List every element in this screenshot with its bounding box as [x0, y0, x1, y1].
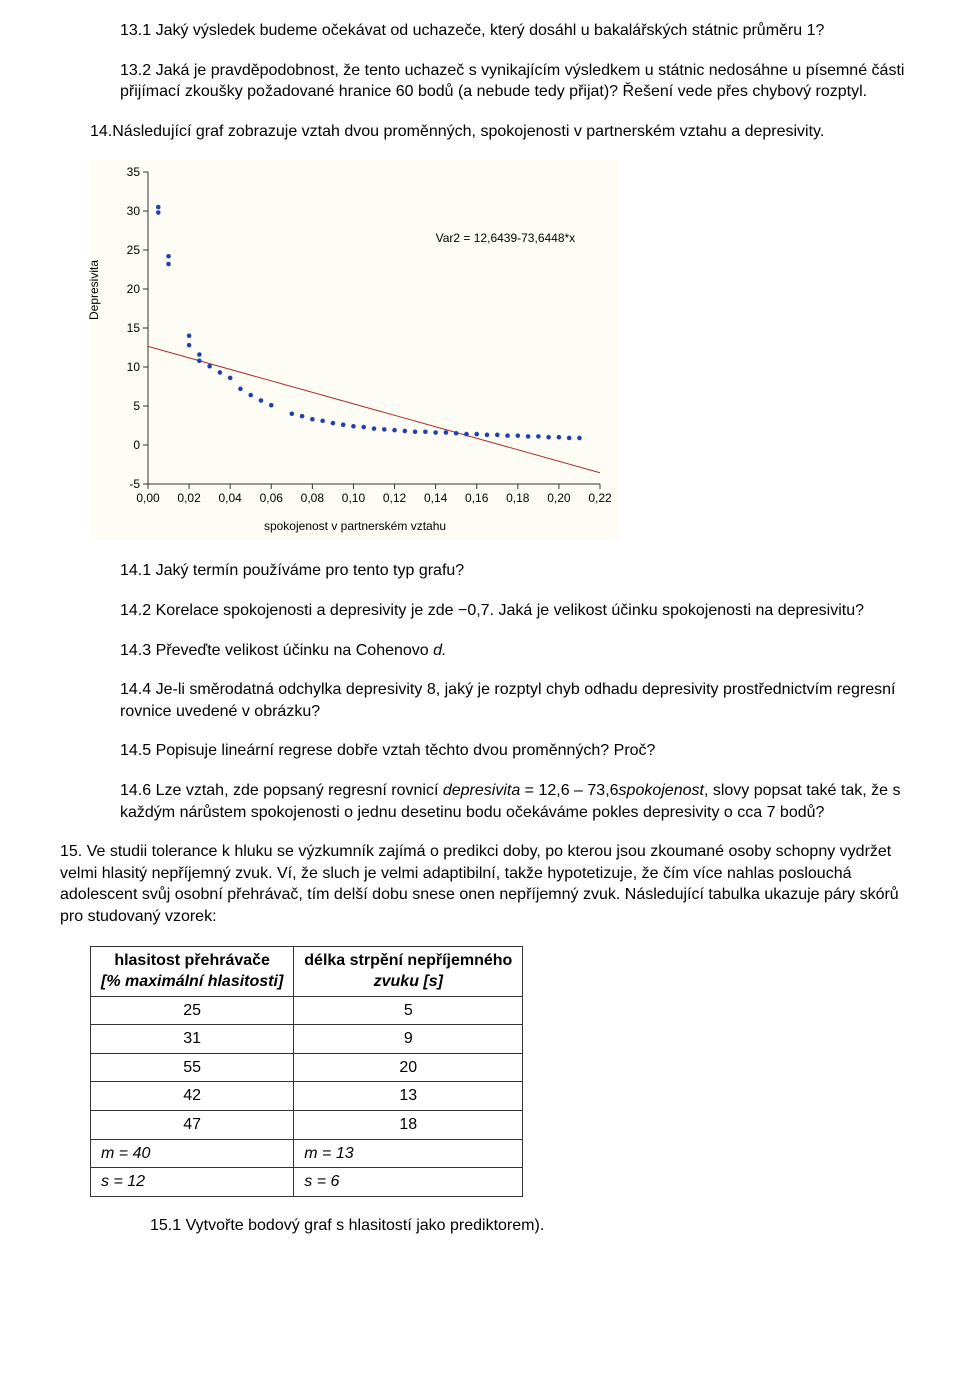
table-cell: 55 — [91, 1053, 294, 1082]
svg-text:0,16: 0,16 — [465, 491, 489, 505]
svg-text:15: 15 — [127, 321, 141, 335]
table-cell: 25 — [91, 996, 294, 1025]
table-cell: 31 — [91, 1025, 294, 1054]
table-cell: 47 — [91, 1111, 294, 1140]
scatter-chart: -5 0 5 10 15 20 25 30 35 0,00 0,02 0,04 0,06 0,08 0,10… — [90, 160, 620, 540]
col2-header-line1: délka strpění nepříjemného — [304, 952, 512, 969]
table-stat-row: s = 12 s = 6 — [91, 1168, 523, 1197]
col2-header: délka strpění nepříjemného zvuku [s] — [294, 946, 523, 996]
svg-text:35: 35 — [127, 165, 141, 179]
svg-text:0,02: 0,02 — [177, 491, 201, 505]
svg-text:0,08: 0,08 — [301, 491, 325, 505]
q-14-4: 14.4 Je-li směrodatná odchylka depresivi… — [120, 679, 910, 722]
chart-xlabel: spokojenost v partnerském vztahu — [90, 518, 620, 534]
q-14-3-text: 14.3 Převeďte velikost účinku na Cohenov… — [120, 642, 433, 659]
svg-text:0,04: 0,04 — [219, 491, 243, 505]
q-14-3: 14.3 Převeďte velikost účinku na Cohenov… — [120, 640, 910, 662]
svg-text:0: 0 — [133, 438, 140, 452]
q-13-1: 13.1 Jaký výsledek budeme očekávat od uc… — [120, 20, 910, 42]
svg-text:0,14: 0,14 — [424, 491, 448, 505]
svg-text:25: 25 — [127, 243, 141, 257]
stat-m-col2: m = 13 — [294, 1139, 523, 1168]
table-cell: 42 — [91, 1082, 294, 1111]
q-14-6: 14.6 Lze vztah, zde popsaný regresní rov… — [120, 780, 910, 823]
q-13-2: 13.2 Jaká je pravděpodobnost, že tento u… — [120, 60, 910, 103]
svg-text:0,10: 0,10 — [342, 491, 366, 505]
svg-text:Var2 = 12,6439-73,6448*x: Var2 = 12,6439-73,6448*x — [436, 232, 576, 246]
svg-text:-5: -5 — [129, 477, 140, 491]
q-15-1: 15.1 Vytvořte bodový graf s hlasitostí j… — [150, 1215, 910, 1237]
svg-text:0,18: 0,18 — [506, 491, 530, 505]
svg-text:5: 5 — [133, 399, 140, 413]
svg-text:0,20: 0,20 — [547, 491, 571, 505]
q-14-6-d: spokojenost — [619, 782, 704, 799]
table-stat-row: m = 40 m = 13 — [91, 1139, 523, 1168]
table-row: 319 — [91, 1025, 523, 1054]
table-row: 5520 — [91, 1053, 523, 1082]
svg-text:0,06: 0,06 — [260, 491, 284, 505]
svg-text:0,00: 0,00 — [136, 491, 160, 505]
stat-s-col2: s = 6 — [294, 1168, 523, 1197]
table-header-row: hlasitost přehrávače [% maximální hlasit… — [91, 946, 523, 996]
stat-m-col1: m = 40 — [91, 1139, 294, 1168]
chart-ylabel: Depresivita — [86, 260, 102, 320]
table-cell: 9 — [294, 1025, 523, 1054]
q-15: 15. Ve studii tolerance k hluku se výzku… — [60, 841, 910, 927]
svg-text:0,22: 0,22 — [588, 491, 612, 505]
col2-header-line2: zvuku [s] — [374, 973, 443, 990]
table-cell: 20 — [294, 1053, 523, 1082]
q-14-1: 14.1 Jaký termín používáme pro tento typ… — [120, 560, 910, 582]
q-14: 14.Následující graf zobrazuje vztah dvou… — [90, 121, 910, 143]
svg-text:10: 10 — [127, 360, 141, 374]
table-row: 255 — [91, 996, 523, 1025]
col1-header-line2: [% maximální hlasitosti] — [101, 973, 283, 990]
col1-header-line1: hlasitost přehrávače — [114, 952, 270, 969]
data-table: hlasitost přehrávače [% maximální hlasit… — [90, 946, 523, 1197]
q-14-3-d: d. — [433, 642, 446, 659]
table-row: 4213 — [91, 1082, 523, 1111]
table-row: 4718 — [91, 1111, 523, 1140]
q-14-6-b: depresivita — [443, 782, 520, 799]
q-14-6-a: 14.6 Lze vztah, zde popsaný regresní rov… — [120, 782, 443, 799]
svg-text:30: 30 — [127, 204, 141, 218]
svg-text:0,12: 0,12 — [383, 491, 407, 505]
svg-text:20: 20 — [127, 282, 141, 296]
table-cell: 18 — [294, 1111, 523, 1140]
q-14-6-c: = 12,6 – 73,6 — [520, 782, 618, 799]
q-14-5: 14.5 Popisuje lineární regrese dobře vzt… — [120, 740, 910, 762]
table-cell: 5 — [294, 996, 523, 1025]
table-cell: 13 — [294, 1082, 523, 1111]
stat-s-col1: s = 12 — [91, 1168, 294, 1197]
col1-header: hlasitost přehrávače [% maximální hlasit… — [91, 946, 294, 996]
q-14-2: 14.2 Korelace spokojenosti a depresivity… — [120, 600, 910, 622]
